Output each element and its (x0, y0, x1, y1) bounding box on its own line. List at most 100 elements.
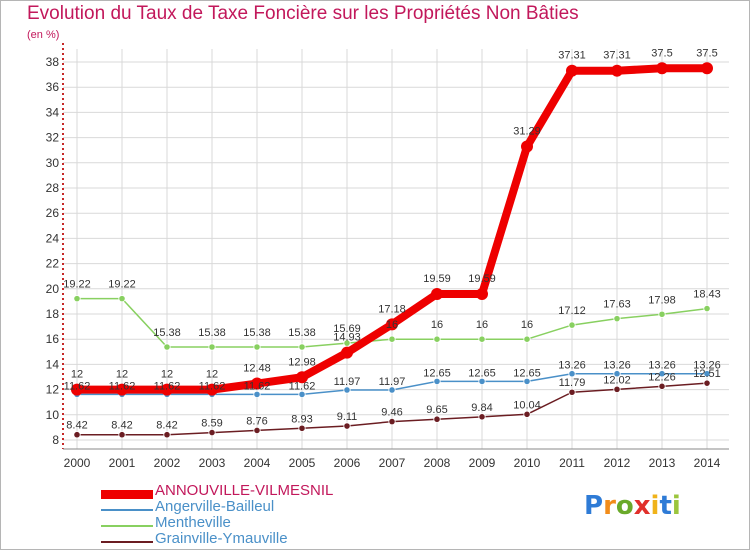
data-label: 11.79 (559, 377, 586, 389)
data-label: 17.18 (378, 303, 406, 315)
logo-letter: P (584, 491, 604, 521)
data-point (298, 343, 306, 351)
data-point (568, 388, 576, 396)
data-label: 12 (116, 369, 128, 381)
data-label: 12 (71, 369, 83, 381)
data-point (73, 431, 81, 439)
data-point (163, 343, 171, 351)
data-point (478, 377, 486, 386)
data-point (116, 383, 128, 396)
data-point (208, 343, 216, 351)
data-label: 8.42 (156, 420, 177, 432)
data-label: 11.62 (109, 380, 136, 392)
x-tick-label: 2003 (199, 456, 226, 470)
data-point (253, 343, 261, 351)
data-point (388, 335, 396, 343)
data-point (253, 426, 261, 435)
data-point (298, 390, 306, 398)
data-point (658, 382, 666, 390)
data-label: 13.26 (603, 360, 631, 372)
logo-letter: r (603, 491, 616, 521)
data-label: 9.11 (337, 411, 358, 423)
y-tick-label: 20 (46, 282, 60, 296)
data-label: 10.04 (513, 399, 541, 411)
y-tick-label: 8 (52, 433, 59, 447)
data-point (433, 377, 441, 386)
y-tick-label: 14 (46, 357, 60, 371)
data-point (118, 431, 126, 439)
data-label: 8.59 (201, 418, 222, 430)
data-label: 8.42 (66, 420, 87, 432)
data-label: 16 (386, 319, 398, 331)
data-point (343, 422, 351, 430)
legend-swatch-grainville (101, 541, 153, 543)
data-label: 16 (431, 319, 443, 331)
proxiti-logo: Proxiti (584, 491, 681, 521)
data-label: 13.26 (693, 360, 721, 372)
data-point (343, 339, 351, 347)
data-label: 12 (161, 369, 173, 381)
data-point (476, 287, 488, 300)
data-label: 8.76 (246, 415, 267, 427)
data-label: 12.98 (288, 356, 316, 368)
data-point (296, 371, 308, 384)
data-label: 18.43 (693, 289, 721, 301)
x-tick-label: 2007 (379, 456, 406, 470)
data-point (388, 386, 396, 394)
data-point (478, 335, 486, 343)
legend-item-grainville: Grainville-Ymauville (101, 530, 361, 550)
data-label: 37.31 (603, 50, 631, 62)
data-label: 13.26 (558, 360, 586, 372)
legend-label-grainville: Grainville-Ymauville (155, 530, 288, 547)
data-label: 11.62 (199, 380, 226, 392)
data-label: 15.38 (198, 327, 226, 339)
data-point (343, 386, 351, 394)
data-point (703, 370, 711, 378)
data-label: 19.22 (63, 279, 91, 291)
data-label: 12.02 (603, 374, 631, 386)
y-tick-label: 26 (46, 206, 60, 220)
legend-swatch-mentheville (101, 525, 153, 527)
data-point (208, 428, 216, 437)
legend-label-mentheville: Mentheville (155, 514, 231, 531)
data-point (703, 304, 711, 313)
data-point (611, 64, 623, 77)
logo-letter: t (659, 491, 672, 521)
data-point (703, 379, 711, 387)
data-label: 16 (521, 319, 533, 331)
y-tick-label: 36 (46, 80, 60, 94)
data-label: 12.51 (693, 368, 721, 380)
x-tick-label: 2012 (604, 456, 631, 470)
y-tick-label: 38 (46, 55, 60, 69)
data-label: 13.26 (648, 360, 676, 372)
data-label: 19.59 (423, 273, 451, 285)
data-label: 15.38 (153, 327, 181, 339)
logo-letter: i (671, 491, 681, 521)
data-label: 8.93 (291, 413, 312, 425)
x-tick-label: 2009 (469, 456, 496, 470)
logo-letter: o (615, 491, 634, 521)
data-point (71, 383, 83, 396)
data-point (656, 62, 668, 75)
data-point (298, 424, 306, 432)
data-label: 31.29 (513, 126, 541, 138)
data-label: 12.26 (648, 371, 676, 383)
legend-item-annouville: ANNOUVILLE-VILMESNIL (101, 482, 361, 502)
legend-swatch-angerville (101, 509, 153, 511)
legend-label-annouville: ANNOUVILLE-VILMESNIL (155, 482, 334, 499)
data-label: 11.97 (334, 376, 361, 388)
x-tick-label: 2013 (649, 456, 676, 470)
x-tick-label: 2001 (109, 456, 136, 470)
x-tick-label: 2002 (154, 456, 181, 470)
data-label: 12.48 (243, 363, 271, 375)
data-label: 9.84 (471, 402, 492, 414)
data-label: 19.22 (108, 279, 136, 291)
data-point (251, 377, 263, 390)
data-point (341, 346, 353, 359)
x-tick-label: 2006 (334, 456, 361, 470)
x-tick-label: 2000 (64, 456, 91, 470)
x-tick-label: 2008 (424, 456, 451, 470)
data-label: 11.62 (244, 380, 271, 392)
data-point (568, 321, 576, 329)
data-point (118, 295, 126, 303)
